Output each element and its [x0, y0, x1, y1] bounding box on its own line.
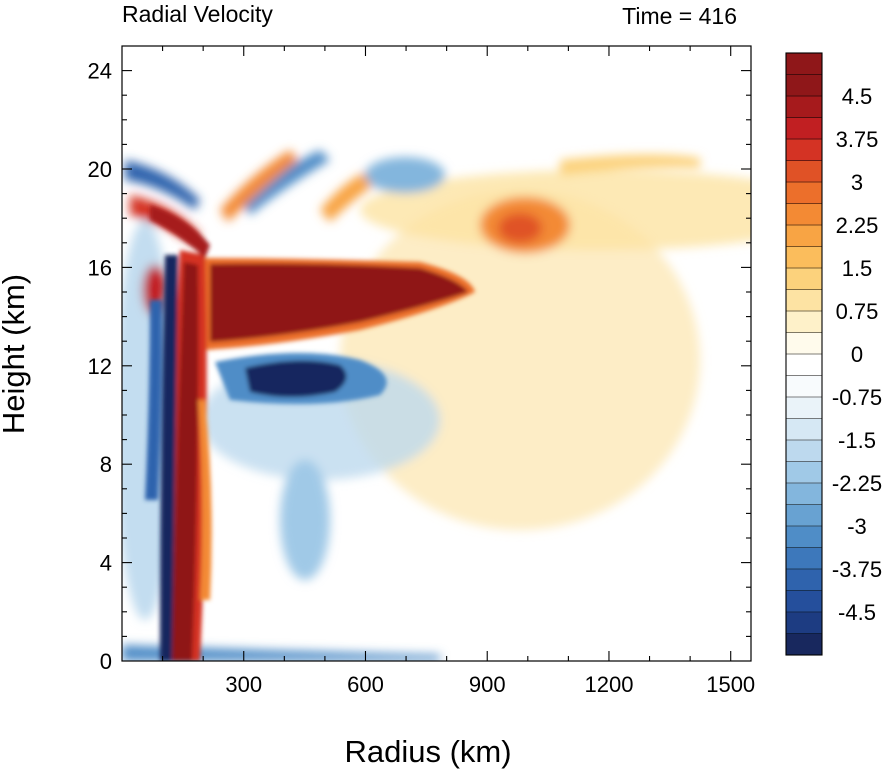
colorbar-label: 3.75	[836, 127, 879, 152]
colorbar-swatch	[786, 246, 822, 269]
colorbar-swatch	[786, 74, 822, 97]
y-tick-label: 4	[100, 551, 112, 576]
y-tick-label: 0	[100, 649, 112, 674]
y-tick-label: 12	[88, 354, 112, 379]
x-tick-label: 1200	[584, 672, 633, 697]
colorbar-swatch	[786, 612, 822, 634]
colorbar-label: -4.5	[838, 600, 876, 625]
inflow-layer-core	[245, 360, 347, 397]
colorbar-label: 0.75	[836, 299, 879, 324]
diag-outflow-streak-2	[320, 170, 378, 222]
eyewall-updraft-core	[172, 262, 199, 661]
colorbar-label: -3	[847, 514, 867, 539]
diag-inflow-streak	[240, 150, 330, 215]
colorbar-swatch	[786, 375, 822, 398]
y-tick-label: 24	[88, 59, 112, 84]
inner-core-inflow	[160, 255, 178, 661]
axis-ticks	[122, 46, 751, 661]
upper-outflow-streak	[560, 154, 700, 175]
colorbar-swatch	[786, 418, 822, 441]
colorbar-swatch	[786, 504, 822, 527]
y-tick-label: 20	[88, 157, 112, 182]
colorbar-swatch	[786, 182, 822, 204]
colorbar-swatch	[786, 225, 822, 247]
chart-title-left: Radial Velocity	[122, 1, 273, 27]
colorbar-swatch	[786, 397, 822, 419]
colorbar-swatch	[786, 268, 822, 290]
colorbar-swatch	[786, 53, 822, 75]
colorbar-swatch	[786, 461, 822, 484]
colorbar-label: 4.5	[842, 84, 873, 109]
lower-inflow-light	[280, 460, 330, 580]
top-inflow-patch	[365, 157, 445, 193]
y-tick-label: 16	[88, 255, 112, 280]
colorbar-swatch	[786, 96, 822, 118]
outflow-jet-core	[210, 263, 468, 342]
colorbar-swatch	[786, 569, 822, 591]
colorbar-swatch	[786, 526, 822, 548]
upper-outflow-core	[498, 213, 542, 243]
chart-title-right: Time = 416	[622, 3, 737, 29]
colorbar-swatch	[786, 332, 822, 355]
diag-outflow-streak	[220, 150, 298, 222]
colorbar-label: 2.25	[836, 213, 879, 238]
y-axis-label: Height (km)	[0, 274, 31, 434]
colorbar-swatch	[786, 117, 822, 140]
upper-eyewall-outflow	[150, 205, 210, 258]
x-tick-label: 900	[469, 672, 506, 697]
x-tick-label: 600	[347, 672, 384, 697]
colorbar-swatch	[786, 311, 822, 333]
colorbar-label: 0	[851, 342, 863, 367]
colorbar-swatch	[786, 203, 822, 226]
colorbar-label: -1.5	[838, 428, 876, 453]
colorbar-swatch	[786, 440, 822, 462]
colorbar-swatch	[786, 547, 822, 570]
colorbar-labels: 4.5 3.75 3 2.25 1.5 0.75 0 -0.75 -1.5 -2.25 -3 -3.7…	[832, 84, 882, 625]
x-tick-label: 1500	[706, 672, 755, 697]
eyewall-outflow-flank	[198, 400, 212, 600]
plot-frame	[121, 45, 752, 662]
colorbar-swatch	[786, 633, 822, 656]
axis-tick-labels: 300 600 900 1200 1500 0 4 8 12 16 20 24	[88, 59, 756, 697]
colorbar-swatch	[786, 289, 822, 312]
colorbar	[785, 52, 823, 656]
inner-core-inflow-edge	[145, 300, 162, 500]
colorbar-swatch	[786, 354, 822, 376]
velocity-field	[122, 150, 751, 661]
colorbar-label: 1.5	[842, 256, 873, 281]
boundary-inflow	[122, 645, 440, 661]
upper-left-inflow-streak	[125, 160, 200, 210]
colorbar-label: -3.75	[832, 557, 882, 582]
x-axis-label: Radius (km)	[344, 734, 511, 769]
colorbar-frame	[785, 52, 823, 656]
colorbar-swatch	[786, 139, 822, 161]
y-tick-label: 8	[100, 452, 112, 477]
colorbar-swatch	[786, 483, 822, 505]
colorbar-label: -2.25	[832, 471, 882, 496]
colorbar-swatch	[786, 590, 822, 613]
colorbar-swatch	[786, 160, 822, 183]
x-tick-label: 300	[225, 672, 262, 697]
colorbar-label: -0.75	[832, 385, 882, 410]
colorbar-label: 3	[851, 170, 863, 195]
